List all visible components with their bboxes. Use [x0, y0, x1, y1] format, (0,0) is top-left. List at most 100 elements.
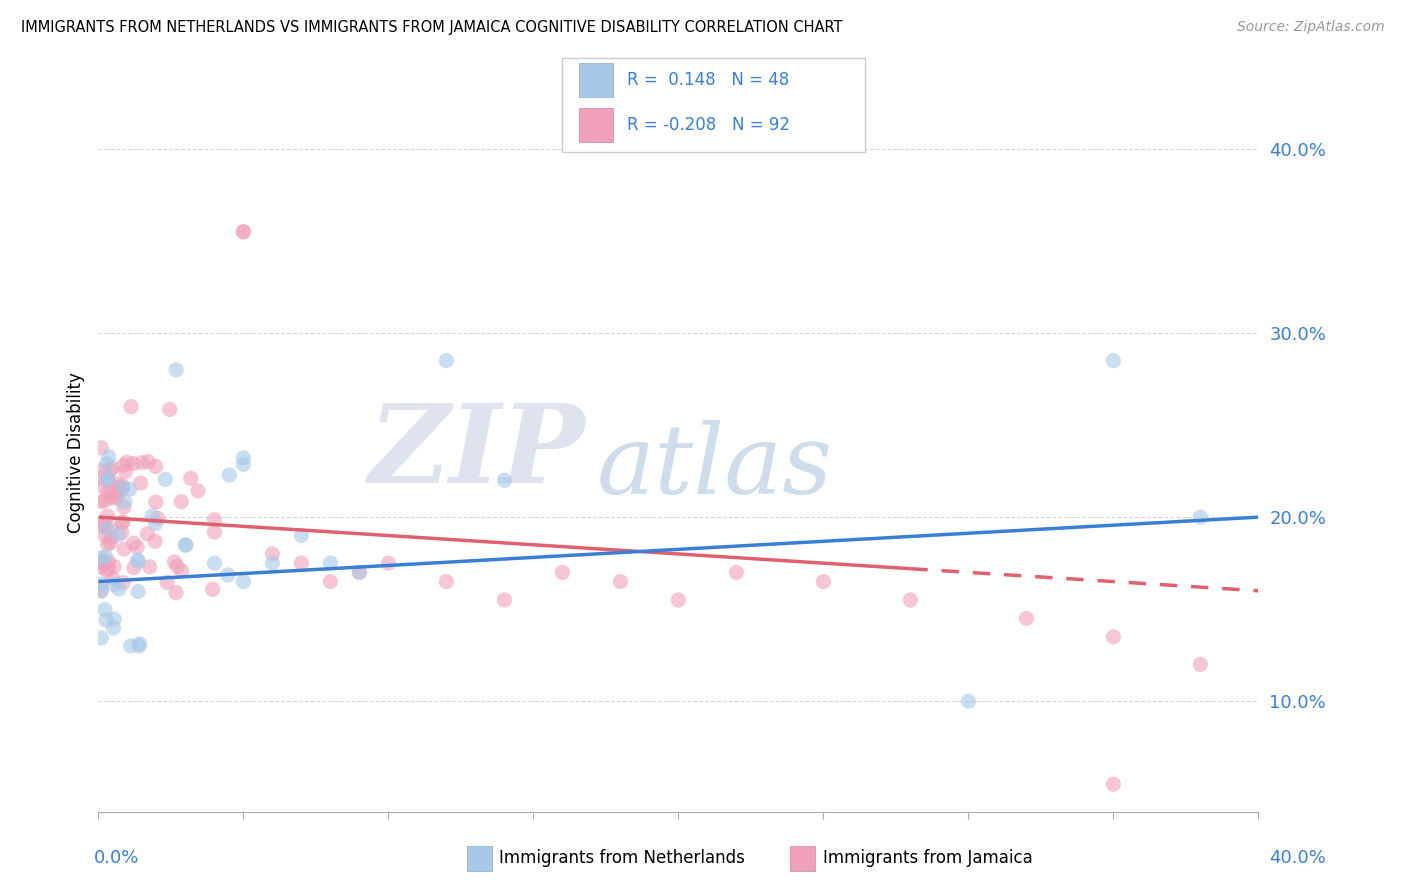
Text: R = -0.208   N = 92: R = -0.208 N = 92 — [627, 116, 790, 134]
Point — [98, 535, 121, 549]
Point — [232, 225, 254, 239]
Point — [90, 631, 112, 645]
Point — [204, 524, 226, 539]
Point — [97, 475, 120, 489]
Text: Source: ZipAtlas.com: Source: ZipAtlas.com — [1237, 20, 1385, 34]
Point — [163, 555, 186, 569]
Point — [145, 495, 167, 509]
Point — [91, 554, 114, 568]
Point — [377, 556, 399, 570]
Point — [91, 463, 114, 477]
Point — [128, 639, 150, 653]
Point — [290, 528, 312, 542]
Point — [91, 479, 114, 493]
Point — [957, 694, 980, 708]
Text: IMMIGRANTS FROM NETHERLANDS VS IMMIGRANTS FROM JAMAICA COGNITIVE DISABILITY CORR: IMMIGRANTS FROM NETHERLANDS VS IMMIGRANT… — [21, 20, 842, 35]
Point — [232, 574, 254, 589]
Point — [118, 482, 141, 496]
Point — [90, 471, 112, 485]
Point — [128, 637, 150, 651]
Point — [90, 577, 112, 591]
Point — [94, 549, 117, 564]
Point — [174, 538, 197, 552]
Point — [100, 530, 122, 544]
Point — [90, 550, 112, 565]
Point — [112, 575, 135, 590]
Point — [141, 509, 163, 524]
Point — [170, 494, 193, 508]
Point — [155, 472, 177, 486]
Point — [900, 593, 922, 607]
Point — [111, 481, 134, 495]
Point — [101, 571, 124, 585]
Point — [122, 457, 145, 471]
Text: Immigrants from Netherlands: Immigrants from Netherlands — [499, 849, 745, 867]
Point — [107, 476, 129, 491]
Text: R =  0.148   N = 48: R = 0.148 N = 48 — [627, 71, 789, 89]
Point — [136, 526, 159, 541]
Point — [107, 480, 129, 494]
Point — [218, 467, 240, 482]
Point — [551, 566, 574, 580]
Point — [436, 574, 458, 589]
Point — [204, 556, 226, 570]
Point — [319, 556, 342, 570]
Point — [136, 455, 159, 469]
Text: atlas: atlas — [598, 420, 834, 514]
Point — [166, 559, 188, 574]
Point — [725, 566, 748, 580]
Point — [108, 582, 131, 596]
Point — [666, 593, 689, 607]
Point — [262, 556, 284, 570]
Point — [122, 536, 145, 550]
Point — [97, 555, 120, 569]
Point — [349, 566, 371, 580]
Point — [112, 500, 135, 514]
Text: ZIP: ZIP — [368, 399, 585, 507]
Point — [96, 563, 118, 577]
Point — [97, 485, 120, 500]
Text: Immigrants from Jamaica: Immigrants from Jamaica — [823, 849, 1032, 867]
Point — [165, 585, 187, 599]
Point — [90, 560, 112, 574]
Point — [1189, 510, 1212, 524]
Point — [127, 555, 149, 569]
Point — [90, 441, 112, 455]
Point — [103, 612, 125, 626]
Point — [122, 560, 145, 574]
Point — [609, 574, 631, 589]
Point — [159, 402, 181, 417]
Point — [90, 519, 112, 533]
Point — [349, 566, 371, 580]
Point — [494, 593, 516, 607]
Point — [103, 559, 125, 574]
Point — [201, 582, 224, 597]
Point — [111, 525, 134, 540]
Point — [217, 568, 239, 582]
Point — [107, 528, 129, 542]
Point — [94, 602, 117, 616]
Point — [127, 540, 149, 554]
Point — [101, 461, 124, 475]
Point — [115, 455, 138, 469]
Point — [103, 621, 125, 635]
Point — [1015, 611, 1038, 625]
Point — [129, 476, 152, 491]
Point — [112, 458, 135, 473]
Point — [103, 577, 125, 591]
Point — [165, 363, 187, 377]
Point — [232, 458, 254, 472]
Point — [120, 400, 142, 414]
Point — [105, 491, 128, 505]
Point — [96, 508, 118, 523]
Point — [97, 561, 120, 575]
Point — [180, 471, 202, 485]
Point — [813, 574, 835, 589]
Point — [204, 513, 226, 527]
Point — [93, 493, 115, 508]
Point — [145, 459, 167, 474]
Point — [90, 584, 112, 599]
Point — [174, 538, 197, 552]
Point — [112, 542, 135, 557]
Point — [100, 491, 122, 505]
